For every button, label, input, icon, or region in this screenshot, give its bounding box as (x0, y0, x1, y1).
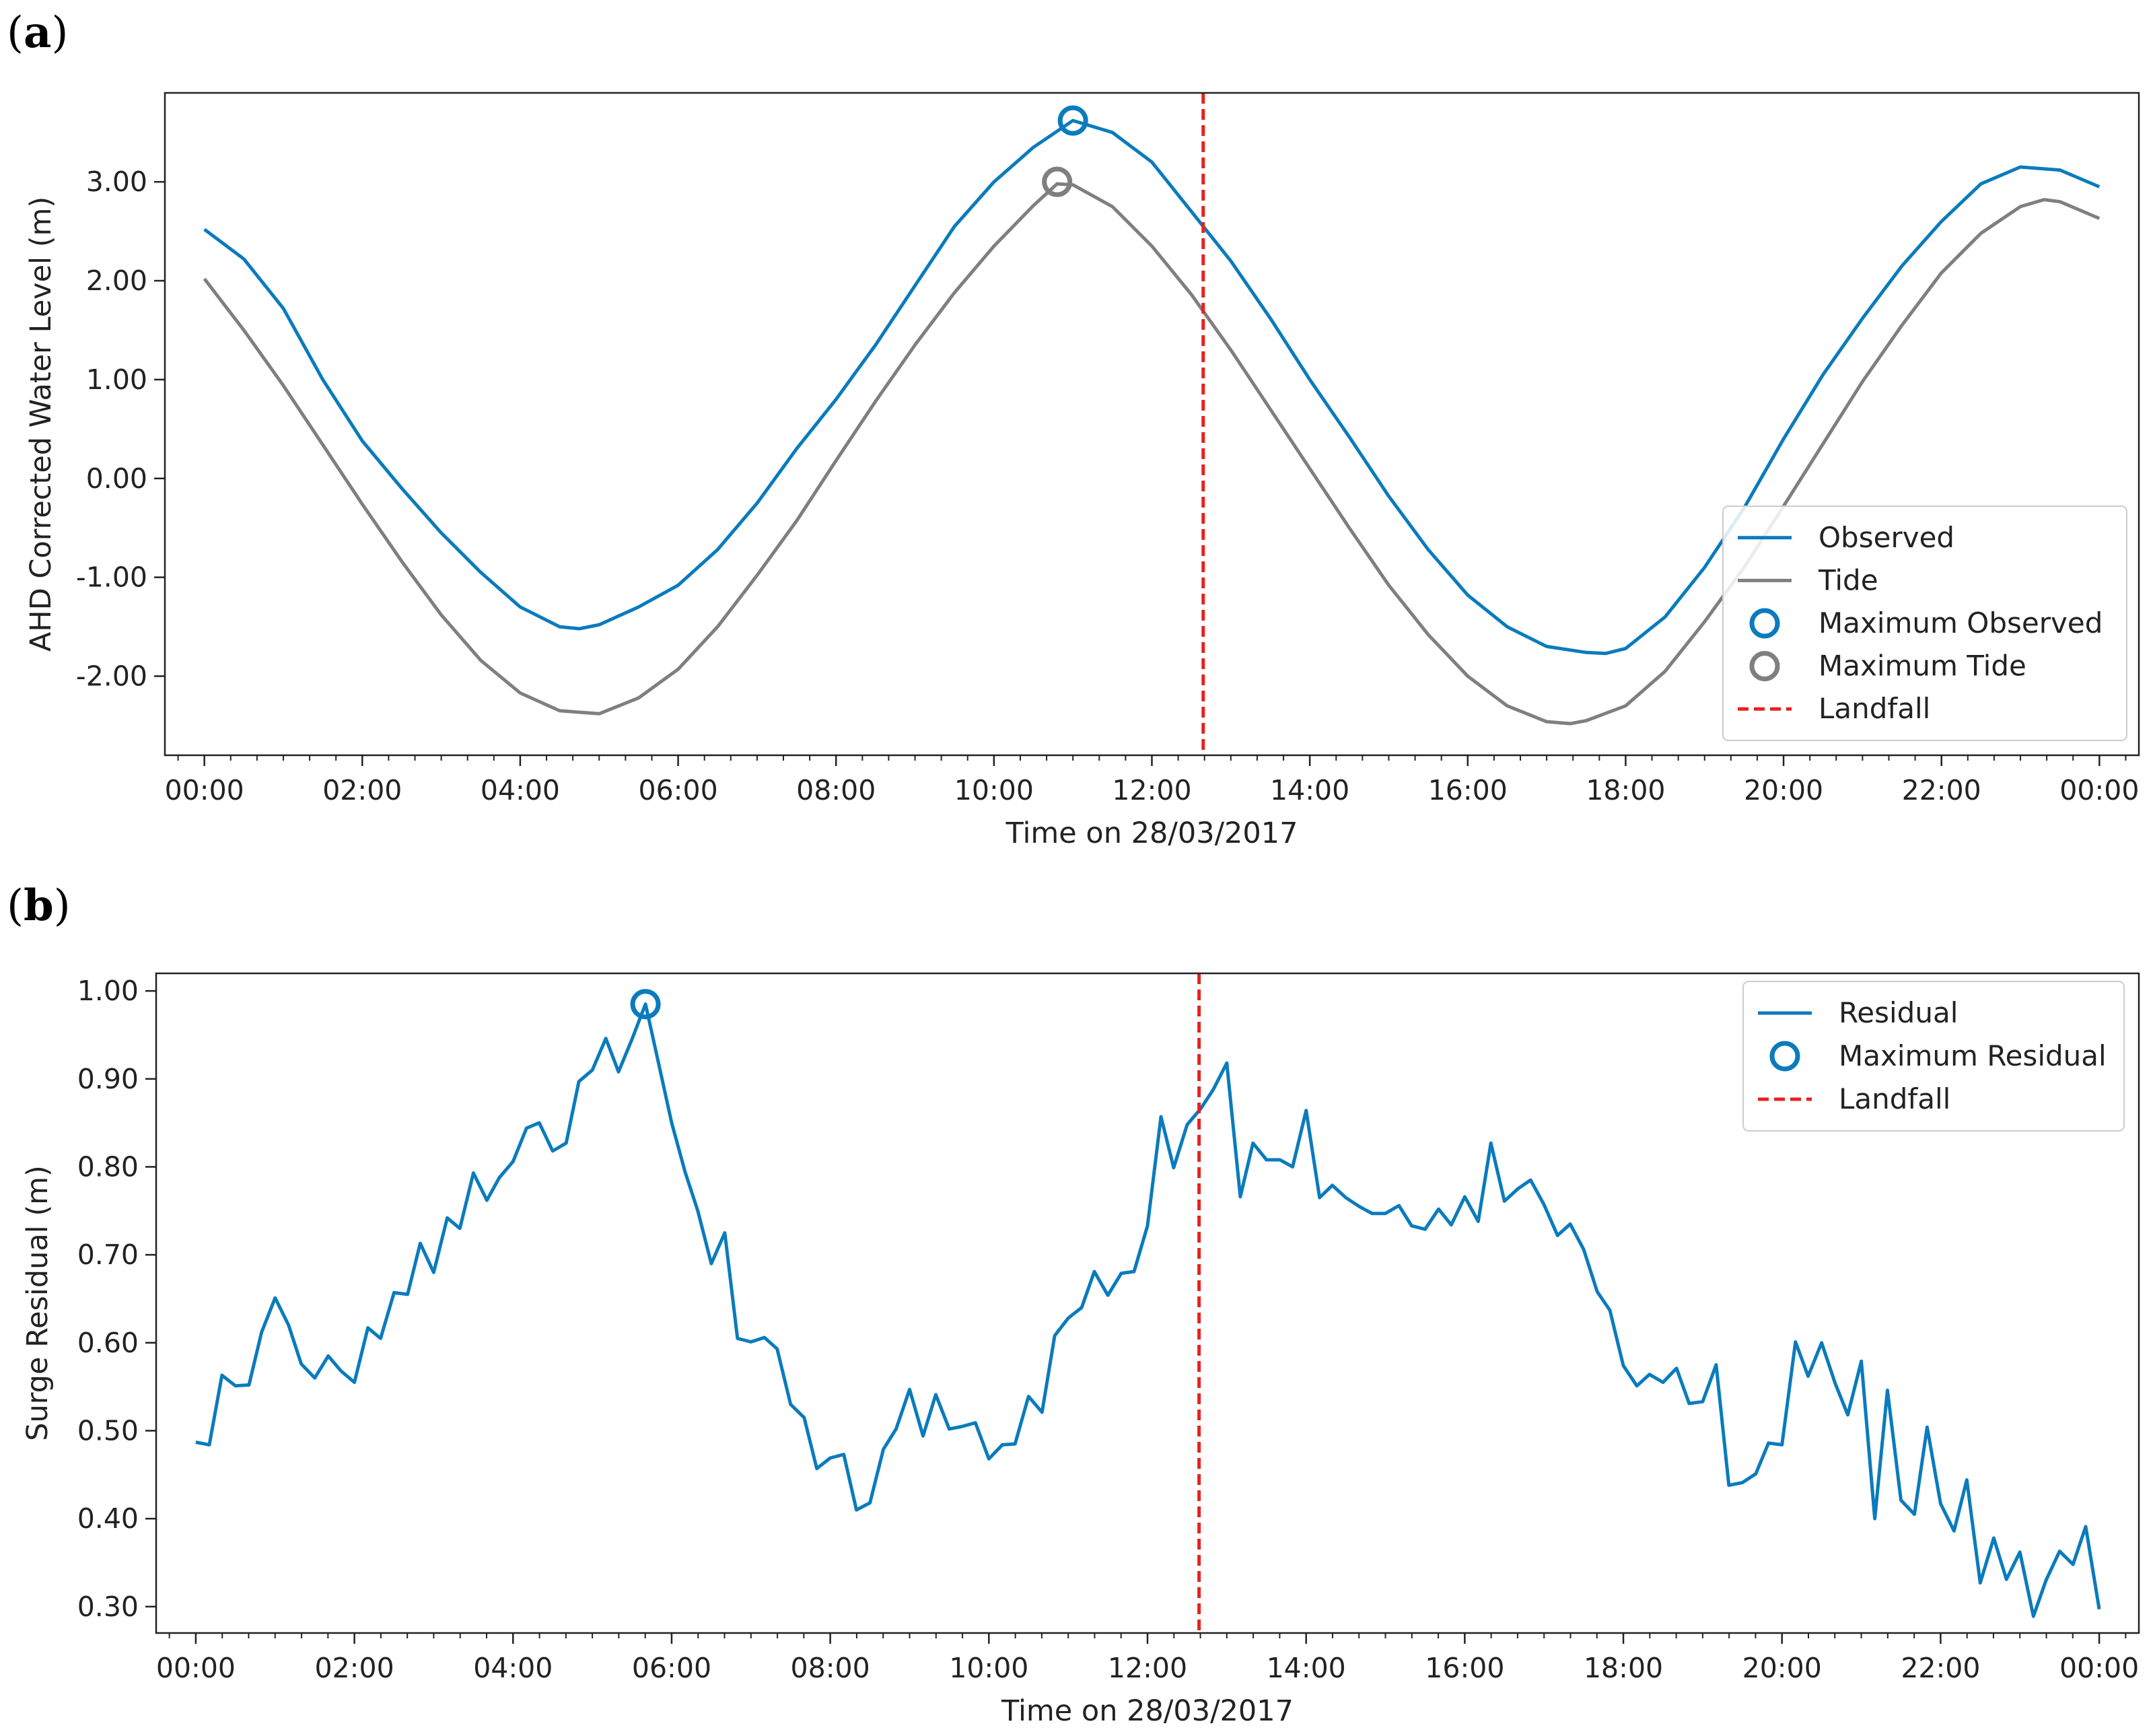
x-axis-label: Time on 28/03/2017 (1001, 1694, 1294, 1728)
x-tick-label: 08:00 (791, 1652, 870, 1684)
legend-label: Maximum Tide (1819, 650, 2026, 683)
panel-label-a-letter: a (24, 7, 51, 58)
marker-maximum-tide (1042, 166, 1073, 197)
y-tick-label: 0.90 (77, 1063, 139, 1095)
x-tick-label: 00:00 (2059, 1652, 2139, 1684)
legend-label: Tide (1818, 563, 1878, 596)
x-tick-label: 00:00 (165, 774, 244, 806)
y-tick-label: 0.60 (77, 1327, 139, 1359)
x-axis-label: Time on 28/03/2017 (1005, 817, 1298, 850)
x-tick-label: 12:00 (1108, 1652, 1187, 1684)
y-tick-label: 0.50 (77, 1414, 139, 1447)
x-tick-label: 04:00 (481, 774, 560, 806)
x-tick-label: 16:00 (1425, 1652, 1504, 1684)
x-tick-label: 22:00 (1902, 774, 1981, 806)
x-tick-label: 20:00 (1742, 1652, 1822, 1684)
legend-label: Landfall (1819, 692, 1930, 725)
legend-swatch-marker (1769, 1041, 1800, 1072)
y-tick-label: 1.00 (86, 363, 147, 396)
panel-label-b: (b) (7, 880, 71, 931)
series-line-tide (203, 182, 2101, 726)
x-tick-label: 02:00 (315, 1652, 394, 1684)
series-line-observed (203, 118, 2101, 656)
y-tick-label: 0.40 (77, 1502, 139, 1535)
y-tick-label: 0.80 (77, 1150, 139, 1183)
chart-surge-residual: 00:00 02:00 04:00 06:00 08:00 10:00 12:00 14:00… (21, 972, 2140, 1728)
y-tick-label: -1.00 (76, 561, 147, 594)
x-tick-label: 12:00 (1112, 774, 1191, 806)
y-tick-label: 0.00 (86, 462, 147, 495)
legend-label: Residual (1839, 996, 1958, 1029)
legend-label: Maximum Residual (1839, 1039, 2107, 1072)
legend-label: Observed (1819, 521, 1954, 554)
x-tick-label: 10:00 (949, 1652, 1028, 1684)
series-line-residual (195, 1002, 2101, 1618)
x-tick-label: 10:00 (954, 774, 1034, 806)
y-tick-label: 0.70 (77, 1239, 139, 1271)
plot-frame (164, 92, 2140, 757)
legend-label: Landfall (1839, 1082, 1950, 1115)
x-tick-label: 22:00 (1901, 1652, 1980, 1684)
legend-box (1742, 981, 2125, 1132)
panel-label-b-letter: b (24, 880, 54, 931)
x-tick-label: 08:00 (796, 774, 876, 806)
legend-swatch-marker (1749, 651, 1780, 682)
x-tick-label: 20:00 (1744, 774, 1823, 806)
x-tick-label: 18:00 (1586, 774, 1665, 806)
legend-swatch-marker (1749, 608, 1780, 639)
legend-box (1722, 506, 2127, 741)
y-axis-label: AHD Corrected Water Level (m) (24, 197, 58, 652)
x-tick-label: 06:00 (639, 774, 718, 806)
panel-label-a: (a) (7, 7, 68, 58)
x-tick-label: 18:00 (1584, 1652, 1663, 1684)
y-tick-label: 2.00 (86, 265, 147, 297)
x-tick-label: 06:00 (632, 1652, 711, 1684)
x-tick-label: 14:00 (1270, 774, 1349, 806)
x-tick-label: 00:00 (156, 1652, 236, 1684)
x-tick-label: 16:00 (1428, 774, 1508, 806)
x-tick-label: 02:00 (322, 774, 402, 806)
y-tick-label: -2.00 (76, 660, 147, 693)
y-tick-label: 1.00 (77, 975, 139, 1007)
y-tick-label: 0.30 (77, 1591, 139, 1623)
x-tick-label: 14:00 (1267, 1652, 1346, 1684)
x-tick-label: 04:00 (473, 1652, 553, 1684)
y-axis-label: Surge Residual (m) (21, 1165, 55, 1441)
chart-water-level: 00:00 02:00 04:00 06:00 08:00 10:00 12:00 14:00… (24, 92, 2140, 850)
x-tick-label: 00:00 (2059, 774, 2139, 806)
y-tick-label: 3.00 (86, 166, 147, 198)
marker-maximum-residual (630, 989, 661, 1020)
legend-label: Maximum Observed (1819, 606, 2103, 639)
plot-frame (155, 972, 2140, 1634)
marker-maximum-observed (1057, 105, 1088, 136)
